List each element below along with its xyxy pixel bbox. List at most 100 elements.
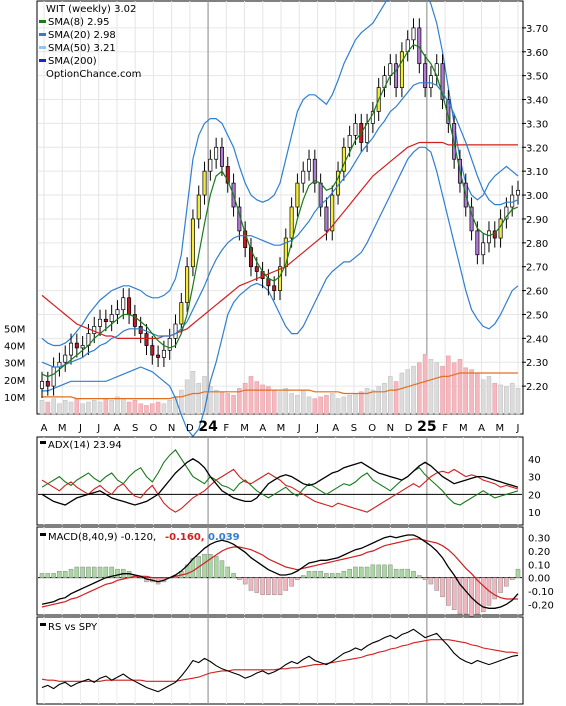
volume-bar: [115, 396, 120, 415]
macd-histogram-bar: [393, 568, 399, 578]
volume-bar: [469, 369, 474, 415]
x-tick-label: F: [442, 423, 448, 434]
candle-body: [150, 345, 155, 356]
candle-body: [440, 63, 445, 100]
candle-body: [115, 309, 120, 315]
sma-20-line: [41, 82, 519, 368]
volume-bar: [306, 396, 312, 415]
macd-histogram-bar: [208, 554, 213, 578]
macd-histogram-bar: [457, 577, 463, 615]
macd-histogram-value: 0.039: [208, 532, 240, 543]
macd-tick-label: -0.20: [528, 600, 554, 611]
volume-bar: [480, 379, 486, 415]
candle-body: [301, 170, 306, 184]
volume-bar: [382, 382, 387, 415]
legend-label: SMA(8) 2.95: [48, 17, 109, 28]
volume-bar: [475, 372, 480, 415]
candle-body: [481, 242, 486, 256]
macd-legend: MACD(8,40,9) -0.120,: [48, 532, 156, 543]
x-tick-label: 24: [198, 419, 218, 435]
volume-bar: [86, 401, 91, 415]
volume-bar: [515, 388, 521, 415]
price-tick-label: 3.00: [526, 191, 548, 202]
macd-histogram-bar: [422, 577, 428, 581]
candle-body: [69, 342, 74, 356]
legend-swatch: [39, 46, 46, 49]
adx-panel: 40 30 20 10 ADX(14) 23.94: [36, 436, 541, 526]
x-tick-label: J: [516, 423, 520, 434]
x-tick-label: O: [149, 423, 157, 434]
price-tick-label: 3.50: [526, 72, 548, 83]
volume-bar: [254, 381, 260, 415]
x-tick-label: J: [315, 423, 319, 434]
candle-body: [411, 27, 416, 41]
macd-histogram-bar: [446, 577, 451, 606]
candle-body: [504, 206, 509, 220]
price-tick-label: 2.40: [526, 334, 548, 345]
x-tick-label: 25: [417, 419, 436, 435]
x-tick-label: M: [58, 423, 67, 434]
candle-body: [475, 230, 480, 256]
macd-histogram-bar: [475, 577, 480, 615]
volume-bar: [190, 371, 196, 415]
volume-bar: [155, 401, 161, 415]
volume-bar: [68, 401, 74, 415]
macd-histogram-bar: [417, 575, 422, 578]
x-tick-label: M: [240, 423, 249, 434]
volume-bar: [248, 376, 254, 415]
volume-bar: [97, 401, 103, 415]
price-tick-label: 2.70: [526, 263, 548, 274]
candle-body: [341, 146, 346, 172]
candle-body: [423, 63, 428, 88]
volume-bar: [260, 384, 265, 415]
macd-histogram-bar: [411, 571, 416, 578]
candle-body: [190, 218, 195, 268]
bollinger-lower-line: [42, 146, 519, 438]
macd-tick-label: 0.30: [528, 534, 550, 545]
volume-tick-label: 20M: [4, 376, 25, 387]
candles: [40, 18, 520, 399]
volume-tick-label: 30M: [4, 359, 25, 370]
macd-histogram-bar: [480, 577, 486, 613]
legend-label: WIT (weekly) 3.02: [46, 4, 136, 15]
candle-body: [51, 366, 56, 387]
volume-bar: [486, 376, 492, 415]
volume-average-line: [42, 372, 518, 400]
volume-bar: [103, 398, 109, 415]
watermark-text: OptionChance.com: [46, 69, 141, 80]
macd-histogram-bar: [277, 577, 283, 595]
volume-bar: [353, 393, 358, 415]
bollinger-bands: [41, 0, 519, 438]
legend-swatch: [39, 33, 46, 36]
x-tick-label: M: [495, 423, 504, 434]
price-tick-label: 3.30: [526, 119, 548, 130]
volume-bar: [428, 359, 434, 415]
macd-histogram-bar: [86, 566, 91, 578]
volume-bar: [225, 393, 231, 415]
candle-body: [516, 189, 520, 196]
legend-swatch: [40, 441, 46, 444]
volume-y-axis: 50M 40M 30M 20M 10M: [4, 325, 25, 404]
x-tick-label: J: [297, 423, 301, 434]
macd-histogram-bar: [300, 575, 306, 578]
candle-body: [167, 338, 172, 351]
volume-bar: [62, 400, 68, 415]
volume-bar: [120, 398, 126, 415]
candle-body: [45, 380, 50, 387]
volume-bar: [80, 403, 85, 415]
macd-histogram-bar: [376, 564, 381, 578]
volume-tick-label: 10M: [4, 393, 25, 404]
price-tick-label: 2.90: [526, 215, 548, 226]
volume-bar: [347, 394, 352, 415]
candle-body: [347, 135, 352, 148]
adx-tick-label: 40: [528, 455, 541, 466]
macd-histogram-bar: [324, 573, 329, 578]
macd-histogram-bar: [62, 571, 68, 578]
volume-bar: [126, 401, 132, 415]
macd-histogram-bar: [103, 566, 109, 578]
volume-bar: [417, 362, 422, 415]
legend-swatch: [40, 623, 46, 626]
volume-bar: [271, 389, 277, 415]
volume-bar: [399, 372, 405, 415]
